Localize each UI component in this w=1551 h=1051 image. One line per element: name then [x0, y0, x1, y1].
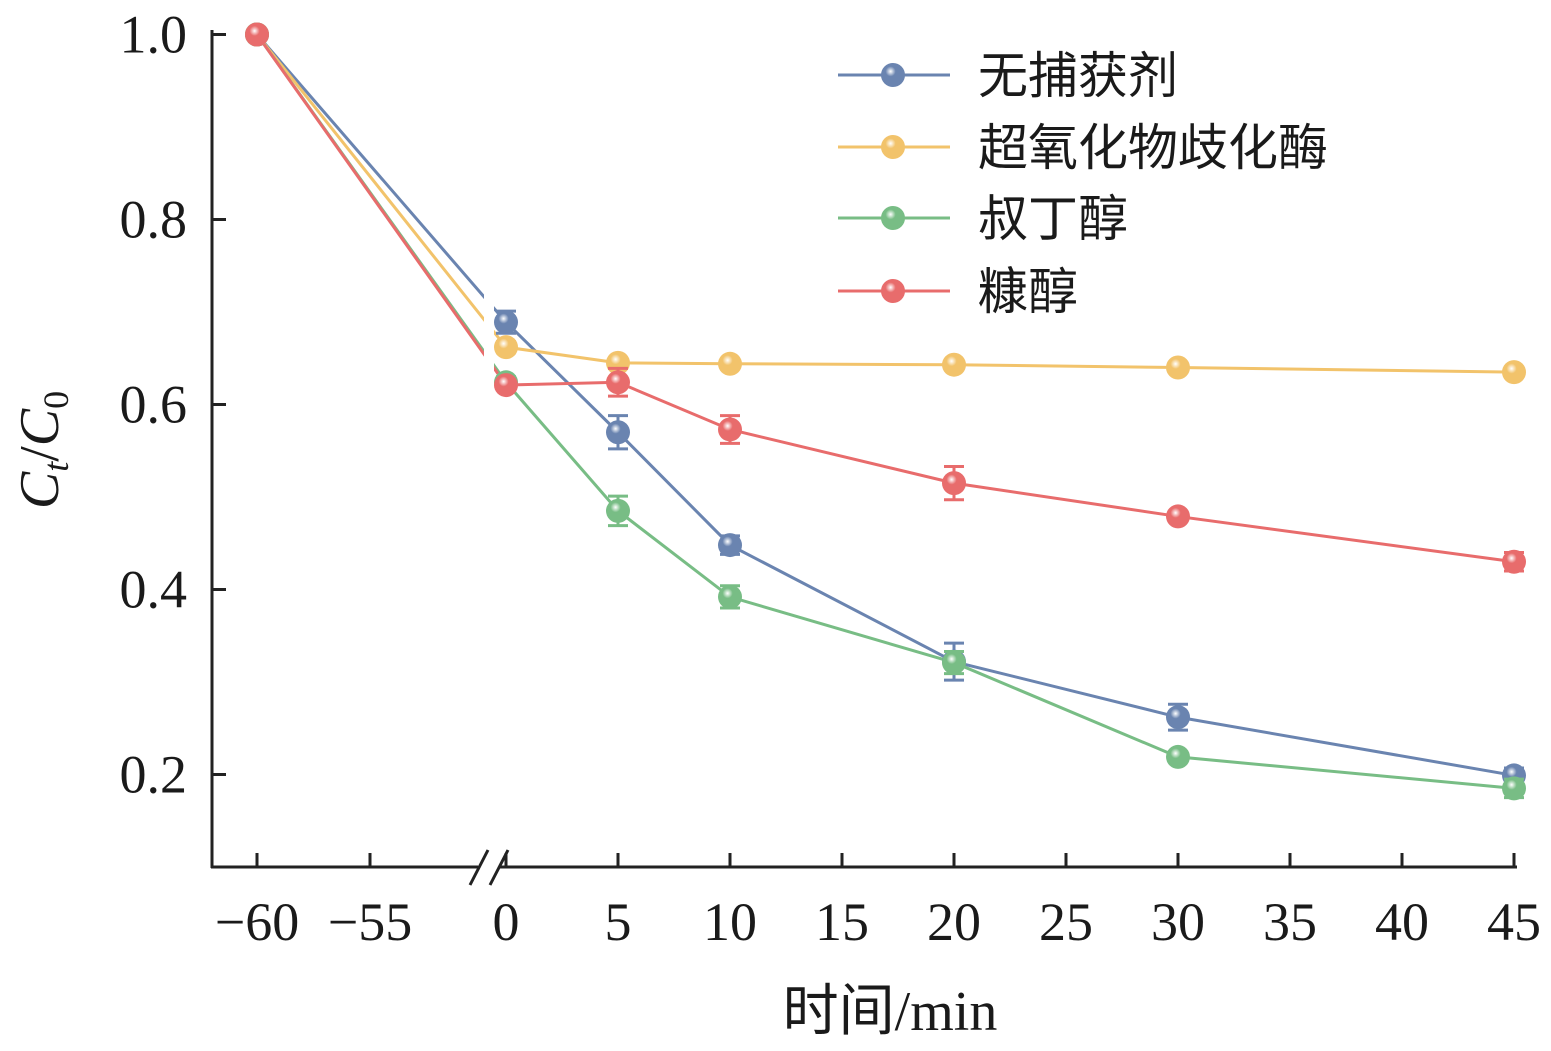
y-tick-label: 0.6: [120, 375, 188, 435]
legend-label: 无捕获剂: [978, 47, 1178, 105]
axis-break-mark: [468, 849, 490, 886]
legend-item: 无捕获剂: [838, 47, 1178, 105]
data-point: [718, 584, 742, 609]
legend-item: 超氧化物歧化酶: [838, 119, 1328, 177]
y-label-slash: /: [9, 446, 71, 462]
series-line: [255, 33, 1515, 374]
data-point: [494, 310, 518, 335]
y-tick-label: 0.2: [120, 745, 188, 805]
series-markers-1: [245, 22, 1526, 385]
series-1: [255, 33, 1515, 374]
x-tick-label: 5: [605, 892, 632, 952]
x-tick-label: 20: [927, 892, 981, 952]
x-tick-label: −55: [328, 892, 412, 952]
data-point: [494, 335, 518, 360]
data-point: [1502, 360, 1526, 385]
series-layer: [245, 22, 1526, 801]
y-tick-label: 1.0: [120, 5, 188, 65]
data-point: [942, 471, 966, 496]
series-markers-3: [245, 22, 1526, 574]
data-point: [1166, 504, 1190, 529]
y-label-c: C: [9, 471, 71, 509]
data-point: [1502, 549, 1526, 574]
legend-marker: [881, 279, 905, 303]
y-label-sub-0: 0: [36, 391, 76, 409]
x-tick-label: 35: [1263, 892, 1317, 952]
y-label-c0: C: [9, 408, 71, 446]
x-axis-title: 时间/min: [783, 981, 998, 1043]
x-tick-label: 15: [815, 892, 869, 952]
data-point: [1166, 705, 1190, 730]
y-tick-label: 0.4: [120, 560, 188, 620]
series-markers-0: [245, 22, 1526, 788]
data-point: [718, 533, 742, 558]
data-point: [942, 352, 966, 377]
x-tick-label: −60: [215, 892, 299, 952]
legend-label: 叔丁醇: [978, 190, 1128, 248]
legend-marker: [881, 63, 905, 87]
y-axis-title: Ct/C0: [9, 391, 76, 509]
data-point: [494, 373, 518, 398]
data-point: [718, 351, 742, 376]
x-tick-label: 10: [703, 892, 757, 952]
x-tick-label: 40: [1375, 892, 1429, 952]
legend-marker: [881, 206, 905, 230]
legend-label: 超氧化物歧化酶: [978, 119, 1328, 177]
legend-marker: [881, 135, 905, 159]
data-point: [606, 498, 630, 523]
data-point: [606, 370, 630, 395]
data-point: [942, 650, 966, 675]
axes: −60 −55 0 5 10 15 20 25 30 35 40 45 0.2 0.4 0.6 0.8 1.0: [120, 5, 1542, 953]
data-point: [1502, 776, 1526, 801]
legend-label: 糠醇: [978, 263, 1078, 321]
svg-text:Ct/C0: Ct/C0: [9, 391, 76, 509]
legend-item: 糠醇: [838, 263, 1078, 321]
data-point: [718, 417, 742, 442]
data-point: [606, 420, 630, 445]
x-tick-label: 25: [1039, 892, 1093, 952]
x-tick-label: 0: [493, 892, 520, 952]
data-point: [1166, 744, 1190, 769]
legend-item: 叔丁醇: [838, 190, 1128, 248]
y-label-sub-t: t: [36, 461, 76, 472]
x-tick-label: 45: [1487, 892, 1541, 952]
x-tick-label: 30: [1151, 892, 1205, 952]
axis-break-gap: [484, 0, 494, 860]
y-tick-label: 0.8: [120, 190, 188, 250]
data-point: [245, 22, 269, 47]
data-point: [1166, 355, 1190, 380]
